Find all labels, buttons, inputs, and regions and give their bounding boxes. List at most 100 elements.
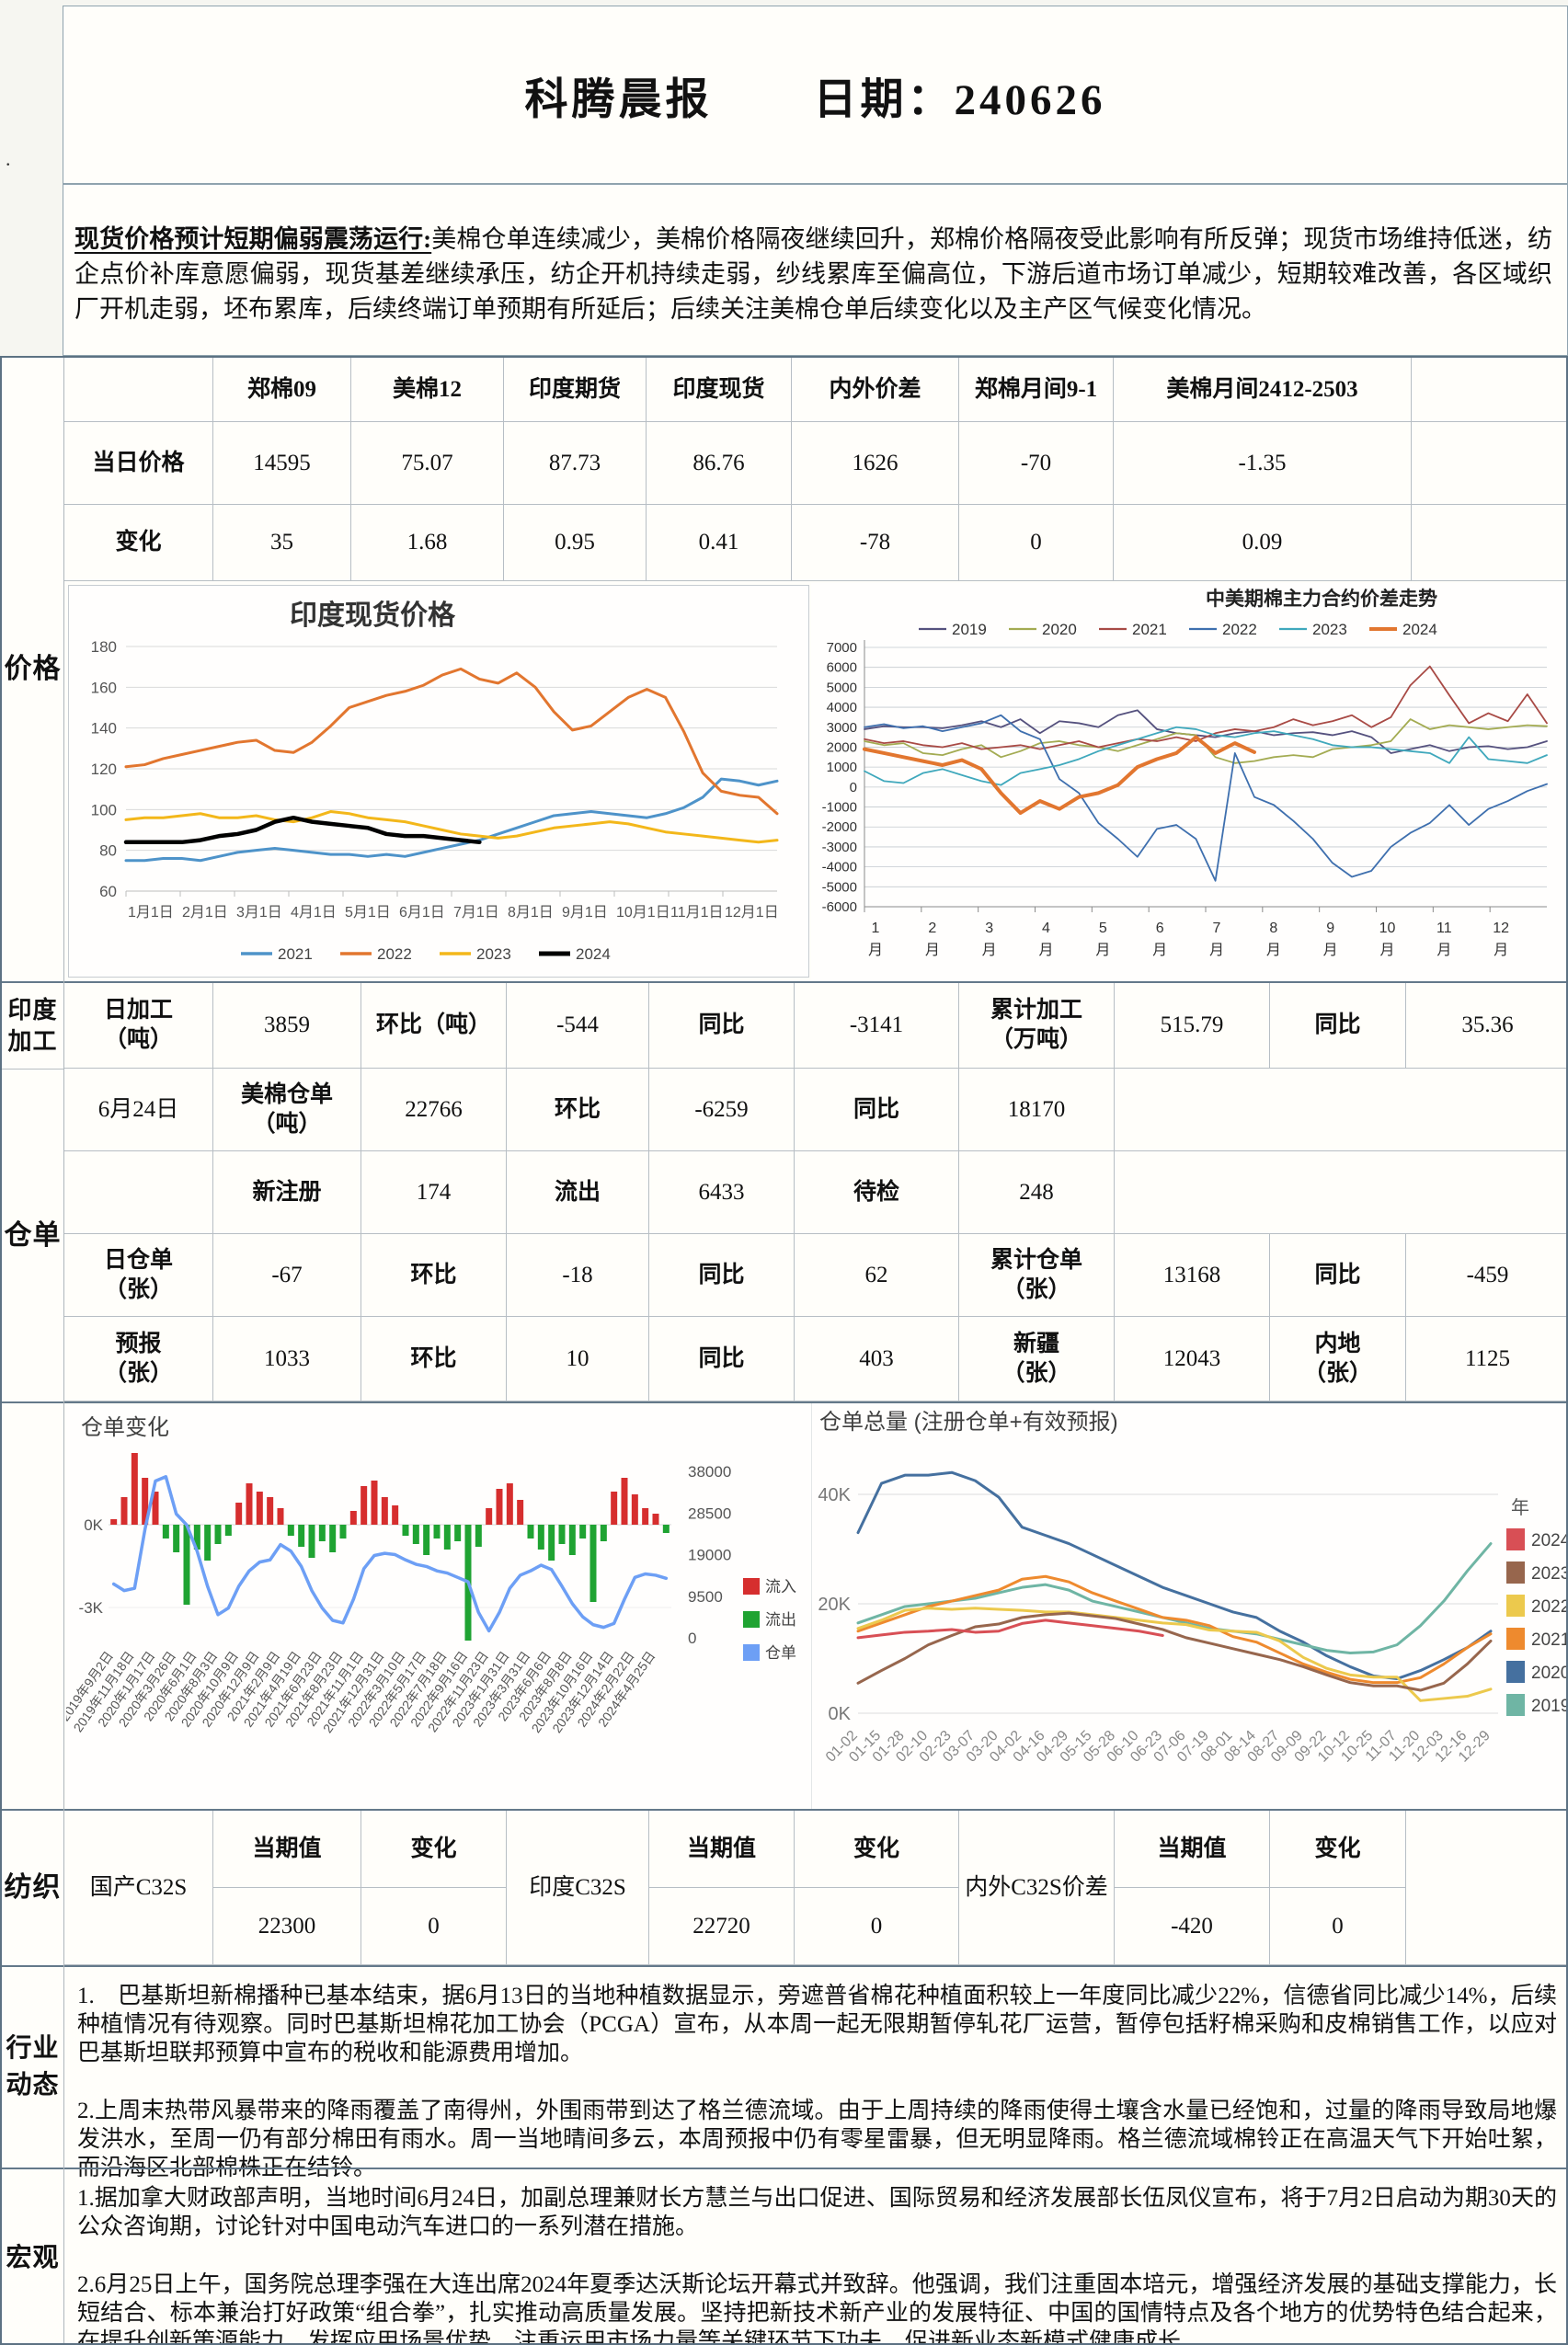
table-cell: 22720	[649, 1888, 795, 1965]
svg-text:10月: 10 月	[1379, 921, 1396, 958]
svg-text:38000: 38000	[688, 1463, 731, 1481]
table-cell: 0.95	[504, 505, 647, 581]
svg-text:12月: 12 月	[1493, 921, 1509, 958]
table-cell: 预报 （张）	[64, 1317, 213, 1401]
table-cell: 新注册	[213, 1151, 361, 1234]
svg-text:2022: 2022	[1222, 621, 1257, 638]
table-cell: 62	[795, 1234, 959, 1317]
table-cell: 同比	[1270, 983, 1406, 1069]
table-cell: 环比	[361, 1317, 507, 1401]
table-cell	[1412, 505, 1566, 581]
table-cell: 87.73	[504, 422, 647, 505]
table-cell: 郑棉09	[213, 358, 351, 422]
svg-text:20K: 20K	[818, 1595, 851, 1615]
section-label-india-processing: 印度 加工	[2, 981, 63, 1069]
table-cell: 12043	[1115, 1317, 1270, 1401]
svg-text:11月: 11 月	[1436, 921, 1452, 958]
table-cell: 累计仓单 （张）	[959, 1234, 1115, 1317]
table-cell: -70	[959, 422, 1114, 505]
table-cell: 403	[795, 1317, 959, 1401]
table-cell: 同比	[1270, 1234, 1406, 1317]
india-spot-price-chart: 印度现货价格 60 80 100 120 140 160 180 1月1日 2月1日 3月1日 4月1…	[68, 585, 809, 978]
svg-text:0: 0	[688, 1630, 696, 1647]
svg-text:9月1日: 9月1日	[562, 905, 608, 921]
svg-text:-4000: -4000	[822, 860, 857, 875]
svg-text:-2000: -2000	[822, 819, 857, 835]
report-table: 价格 印度 加工 仓单 纺织 行业 动态 宏观 郑棉09 美棉12 印度期货 印度现货…	[0, 356, 1568, 2345]
textile-table: 国产C32S 当期值 变化 印度C32S 当期值 变化 内外C32S价差 当期值 变化 22300…	[64, 1809, 1566, 1965]
svg-text:2020: 2020	[1042, 621, 1077, 638]
table-cell: 环比	[361, 1234, 507, 1317]
table-cell: 同比	[649, 983, 795, 1069]
svg-text:仓单: 仓单	[765, 1644, 796, 1662]
svg-text:中美期棉主力合约价差走势: 中美期棉主力合约价差走势	[1206, 588, 1437, 610]
svg-text:-3000: -3000	[822, 840, 857, 855]
table-cell: 75.07	[351, 422, 504, 505]
svg-text:28500: 28500	[688, 1504, 731, 1522]
receipt-charts-row: 仓单变化 0K -3K 38000 28500 19000 9500 0 2019年9月2日 20…	[64, 1401, 1568, 1810]
table-cell: -6259	[649, 1069, 795, 1151]
svg-text:9月: 9月	[1323, 921, 1338, 958]
svg-text:5月: 5月	[1095, 921, 1110, 958]
svg-text:3月: 3月	[982, 921, 997, 958]
table-cell: 同比	[649, 1317, 795, 1401]
section-label-textile: 纺织	[2, 1809, 63, 1965]
table-cell: 当期值	[213, 1811, 361, 1888]
table-cell: -544	[507, 983, 649, 1069]
svg-text:2024: 2024	[576, 945, 611, 963]
table-cell	[1115, 1069, 1566, 1151]
svg-text:1000: 1000	[827, 760, 857, 775]
table-cell: 10	[507, 1317, 649, 1401]
table-cell: 日加工 （吨）	[64, 983, 213, 1069]
table-cell: 22766	[361, 1069, 507, 1151]
svg-text:2024: 2024	[1531, 1531, 1568, 1550]
svg-text:4月1日: 4月1日	[291, 905, 337, 921]
table-cell: 3859	[213, 983, 361, 1069]
table-cell	[64, 1151, 213, 1234]
table-cell: 美棉仓单 （吨）	[213, 1069, 361, 1151]
svg-text:160: 160	[91, 679, 117, 696]
svg-text:140: 140	[91, 720, 117, 738]
svg-text:2021: 2021	[278, 945, 313, 963]
industry-news-list: 1. 巴基斯坦新棉播种已基本结束，据6月13日的当地种植数据显示，旁遮普省棉花种…	[64, 1965, 1566, 2180]
table-cell	[1412, 358, 1566, 422]
svg-text:0K: 0K	[829, 1704, 852, 1724]
table-cell: 0	[1270, 1888, 1406, 1965]
table-cell: 环比	[507, 1069, 649, 1151]
table-cell: 6月24日	[64, 1069, 213, 1151]
page-title: 科腾晨报	[524, 75, 713, 124]
table-cell: 国产C32S	[64, 1811, 213, 1965]
table-cell: 1125	[1406, 1317, 1566, 1401]
table-cell: 同比	[649, 1234, 795, 1317]
table-cell: -420	[1115, 1888, 1270, 1965]
receipt-total-svg: 仓单总量 (注册仓单+有效预报)0K20K40K01-0201-1501-280…	[818, 1410, 1568, 1766]
svg-text:60: 60	[99, 883, 117, 900]
table-cell: 变化	[795, 1811, 959, 1888]
table-cell: 印度期货	[504, 358, 647, 422]
svg-text:仓单变化: 仓单变化	[81, 1415, 169, 1440]
table-cell: -3141	[795, 983, 959, 1069]
svg-text:仓单总量 (注册仓单+有效预报): 仓单总量 (注册仓单+有效预报)	[819, 1410, 1118, 1435]
table-cell: -459	[1406, 1234, 1566, 1317]
svg-text:-3K: -3K	[79, 1599, 104, 1617]
table-cell: 变化	[1270, 1811, 1406, 1888]
svg-text:7月1日: 7月1日	[453, 905, 499, 921]
svg-text:5月1日: 5月1日	[345, 905, 391, 921]
table-cell: -78	[792, 505, 959, 581]
table-cell: 1.68	[351, 505, 504, 581]
table-cell: 环比（吨）	[361, 983, 507, 1069]
svg-text:40K: 40K	[818, 1485, 851, 1505]
svg-text:120: 120	[91, 761, 117, 778]
table-cell: 美棉月间2412-2503	[1114, 358, 1412, 422]
section-label-column: 价格 印度 加工 仓单 纺织 行业 动态 宏观	[2, 358, 64, 2343]
table-cell: 86.76	[647, 422, 792, 505]
table-cell: 当期值	[649, 1811, 795, 1888]
svg-text:-5000: -5000	[822, 879, 857, 895]
svg-text:2000: 2000	[827, 739, 857, 755]
svg-text:2021: 2021	[1132, 621, 1167, 638]
table-cell: 新疆 （张）	[959, 1317, 1115, 1401]
svg-text:10月1日: 10月1日	[616, 905, 670, 921]
svg-text:流出: 流出	[765, 1611, 796, 1629]
india-spot-svg: 印度现货价格 60 80 100 120 140 160 180 1月1日 2月1日 3月1日 4月1…	[91, 600, 779, 963]
svg-text:2月1日: 2月1日	[182, 905, 228, 921]
